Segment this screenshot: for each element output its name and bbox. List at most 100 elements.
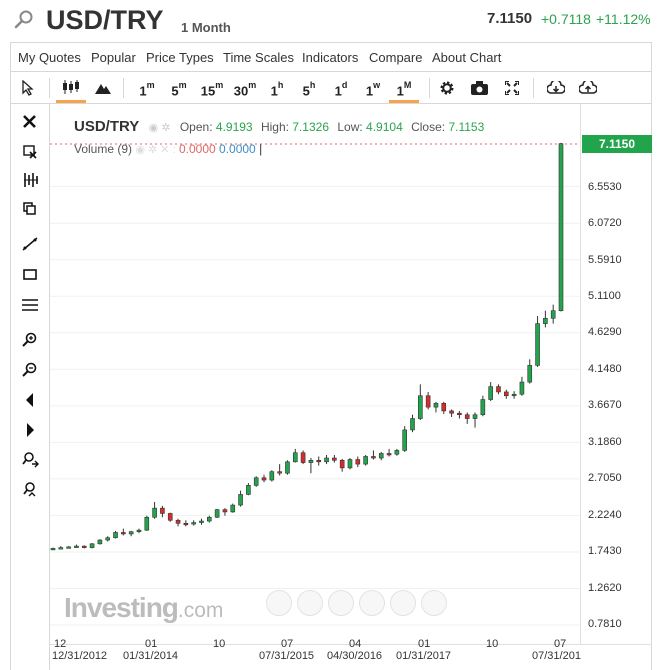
- menu-price-types[interactable]: Price Types: [146, 50, 214, 65]
- volume-settings-icon[interactable]: ◉ ✲ ✕ :: [135, 144, 176, 156]
- volume-legend: Volume (9) ◉ ✲ ✕ : 0.0000 0.0000 |: [74, 142, 263, 156]
- mountain-chart-icon[interactable]: [88, 72, 118, 103]
- candle-up: [488, 386, 493, 400]
- candle-down: [261, 477, 267, 481]
- interval-30m[interactable]: 30m: [233, 80, 257, 99]
- gear-icon[interactable]: [432, 72, 462, 103]
- candle-down: [183, 523, 189, 526]
- trendline-icon[interactable]: [18, 234, 42, 254]
- interval-1m[interactable]: 1m: [139, 80, 155, 99]
- fullscreen-icon[interactable]: [497, 72, 527, 103]
- candle-up: [285, 461, 290, 474]
- volume-label: Volume (9): [74, 142, 133, 156]
- horizontal-lines-icon[interactable]: [18, 295, 42, 315]
- interval-1mo[interactable]: 1M: [389, 72, 419, 103]
- interval-1w[interactable]: 1w: [365, 80, 381, 99]
- camera-icon[interactable]: [464, 72, 494, 103]
- interval-1d[interactable]: 1d: [334, 80, 348, 99]
- eye-icon[interactable]: ◉ ✲: [148, 122, 171, 134]
- high-label: High:: [260, 120, 289, 134]
- candle-up: [105, 537, 111, 541]
- menu-popular[interactable]: Popular: [91, 50, 136, 65]
- candle-up: [144, 516, 150, 531]
- candle-down: [332, 457, 337, 461]
- download-icon[interactable]: [541, 72, 571, 103]
- nav-reset-icon[interactable]: [328, 590, 354, 616]
- x-tick: 12: [54, 638, 67, 650]
- candle-down: [371, 456, 376, 459]
- nav-zoom-out-icon[interactable]: [359, 590, 385, 616]
- menu-indicators[interactable]: Indicators: [302, 50, 359, 65]
- candlestick-icon[interactable]: [56, 72, 86, 103]
- candle-down: [386, 453, 392, 456]
- candle-down: [425, 395, 431, 408]
- y-tick: 2.2240: [588, 509, 622, 521]
- last-price: 7.1150: [487, 10, 533, 27]
- zoom-reset-icon[interactable]: [18, 450, 42, 470]
- candle-up: [269, 471, 275, 481]
- rectangle-icon[interactable]: [18, 265, 42, 285]
- candlestick-chart[interactable]: [50, 104, 652, 670]
- x-tick: 04: [349, 638, 362, 650]
- candle-up: [519, 381, 525, 395]
- y-tick: 3.1860: [588, 436, 622, 448]
- candle-down: [355, 459, 361, 465]
- cursor-icon[interactable]: [13, 72, 43, 103]
- candle-down: [300, 452, 306, 463]
- drawing-tools-panel: [10, 104, 50, 670]
- candle-down: [81, 545, 87, 548]
- menu-compare[interactable]: Compare: [369, 50, 423, 65]
- menu-bar: My Quotes Popular Price Types Time Scale…: [10, 42, 652, 71]
- search-icon[interactable]: [13, 9, 35, 31]
- interval-15m[interactable]: 15m: [200, 80, 224, 99]
- copy-icon[interactable]: [18, 199, 42, 219]
- candle-down: [277, 471, 282, 474]
- interval-1h[interactable]: 1h: [270, 80, 284, 99]
- candle-up: [527, 365, 533, 383]
- menu-my-quotes[interactable]: My Quotes: [18, 50, 81, 65]
- menu-time-scales[interactable]: Time Scales: [223, 50, 295, 65]
- candle-up: [214, 509, 220, 518]
- candle-down: [160, 507, 165, 514]
- zoom-fit-icon[interactable]: [18, 480, 42, 500]
- x-tick: 01: [418, 638, 431, 650]
- y-tick: 0.7810: [588, 618, 622, 630]
- current-price-badge: 7.1150: [582, 135, 652, 153]
- close-label: Close:: [411, 120, 446, 134]
- scroll-left-icon[interactable]: [18, 390, 42, 410]
- fibonacci-icon[interactable]: [18, 170, 42, 190]
- x-date-label: 01/31/2017: [396, 650, 452, 662]
- x-date-label: 07/31/201: [532, 650, 581, 662]
- candle-up: [378, 453, 384, 459]
- zoom-out-icon[interactable]: [18, 360, 42, 380]
- nav-fit-icon[interactable]: [390, 590, 416, 616]
- period-label: 1 Month: [181, 20, 231, 35]
- menu-about-chart[interactable]: About Chart: [432, 50, 502, 65]
- nav-left-icon[interactable]: [266, 590, 292, 616]
- delete-drawing-icon[interactable]: [18, 142, 42, 162]
- candle-up: [394, 450, 400, 455]
- chart-area[interactable]: USD/TRY ◉ ✲ Open: 4.9193 High: 7.1326 Lo…: [50, 104, 652, 670]
- candle-down: [175, 519, 181, 524]
- candle-down: [222, 509, 228, 513]
- candle-up: [58, 547, 64, 550]
- candle-up: [418, 395, 423, 419]
- interval-5h[interactable]: 5h: [302, 80, 316, 99]
- upload-icon[interactable]: [573, 72, 603, 103]
- candle-up: [324, 457, 329, 463]
- nav-zoom-in-icon[interactable]: [297, 590, 323, 616]
- interval-5m[interactable]: 5m: [171, 80, 187, 99]
- candle-up: [97, 539, 103, 545]
- scroll-right-icon[interactable]: [18, 420, 42, 440]
- candle-up: [363, 456, 368, 465]
- nav-right-icon[interactable]: [421, 590, 447, 616]
- toolbar: 1m 5m 15m 30m 1h 5h 1d 1w 1M: [10, 71, 652, 104]
- x-tick: 07: [554, 638, 567, 650]
- low-label: Low:: [337, 120, 363, 134]
- open-label: Open:: [179, 120, 213, 134]
- close-icon[interactable]: [18, 112, 42, 132]
- y-tick: 1.2620: [588, 582, 622, 594]
- x-tick: 10: [213, 638, 226, 650]
- candle-up: [480, 399, 486, 416]
- zoom-in-icon[interactable]: [18, 330, 42, 350]
